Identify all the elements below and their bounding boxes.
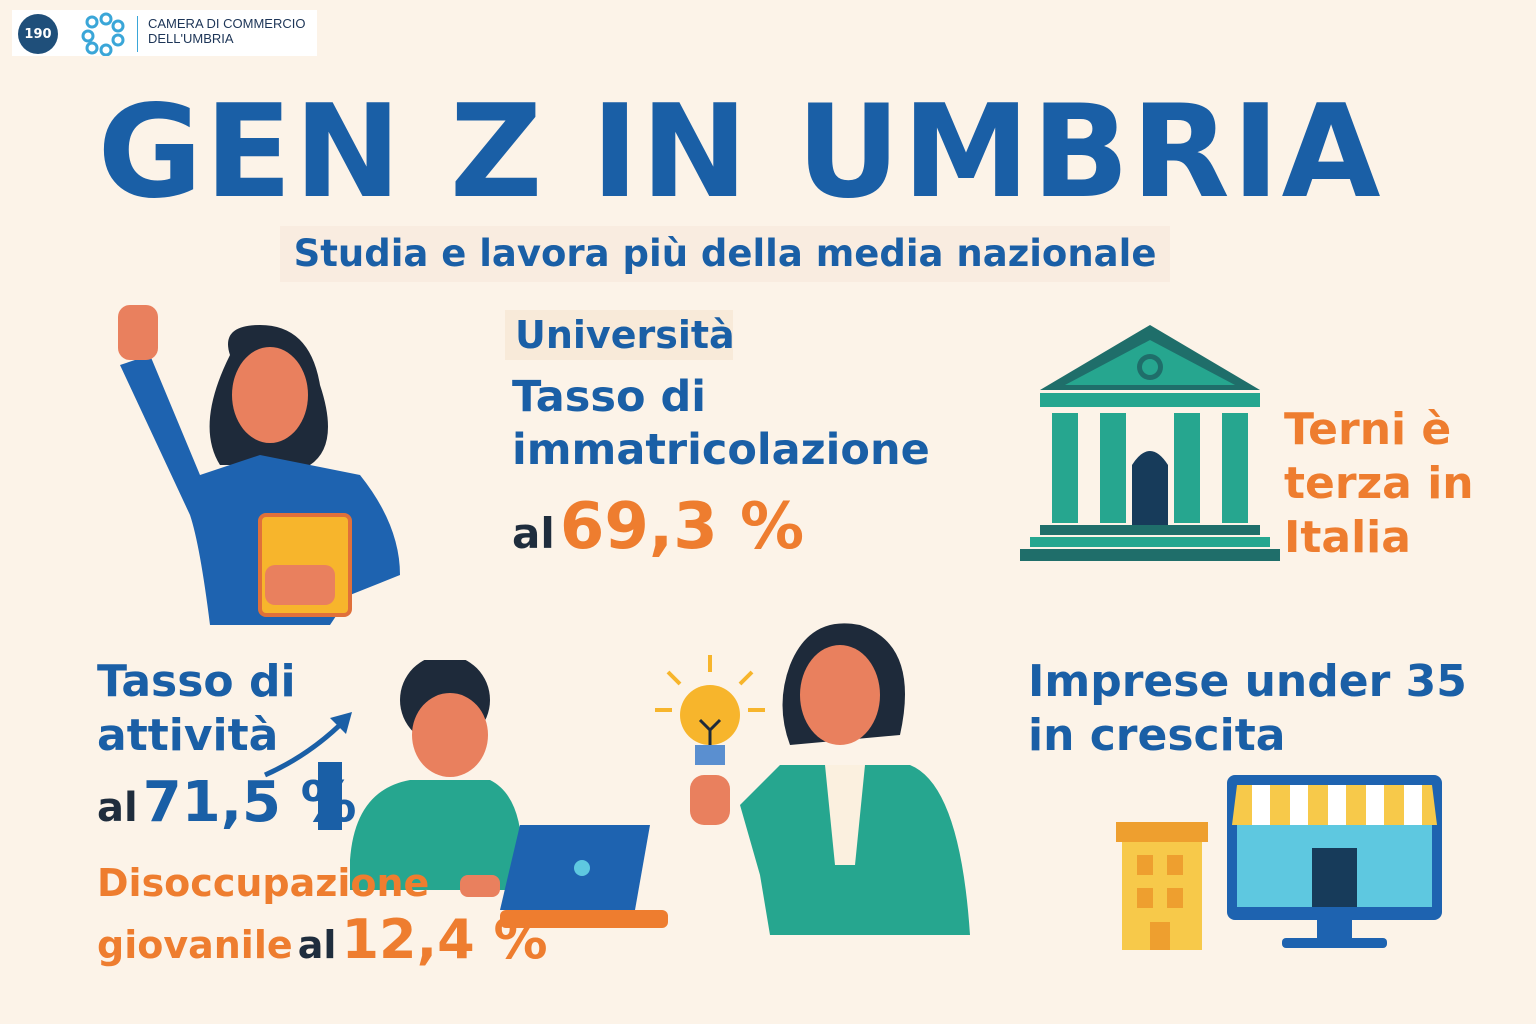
shop-monitor-icon xyxy=(1116,775,1442,950)
enrollment-prefix: al xyxy=(512,509,555,558)
enrollment-line1: Tasso di xyxy=(512,372,707,422)
org-name: CAMERA DI COMMERCIO DELL'UMBRIA xyxy=(148,16,305,46)
business-line1: Imprese under 35 xyxy=(1028,656,1467,707)
unemployment-value-row: giovanile al 12,4 % xyxy=(97,908,548,971)
student-laptop-illustration xyxy=(350,660,668,928)
lightbulb-icon xyxy=(655,655,765,765)
subtitle: Studia e lavora più della media nazional… xyxy=(280,226,1170,282)
terni-line3: Italia xyxy=(1284,512,1411,563)
activity-line1: Tasso di xyxy=(97,656,296,707)
terni-line2: terza in xyxy=(1284,458,1474,509)
activity-text: Tasso di attività xyxy=(97,655,296,763)
logo-divider xyxy=(137,16,138,52)
anniversary-seal-logo: 190 xyxy=(18,14,58,54)
page-title: GEN Z IN UMBRIA xyxy=(97,78,1383,227)
unemployment-line2: giovanile xyxy=(97,923,293,967)
unemployment-value: 12,4 % xyxy=(341,908,548,971)
activity-prefix: al xyxy=(97,785,138,831)
bank-building-icon xyxy=(1020,325,1280,561)
org-name-line2: DELL'UMBRIA xyxy=(148,31,234,46)
org-name-line1: CAMERA DI COMMERCIO xyxy=(148,16,306,31)
terni-line1: Terni è xyxy=(1284,404,1452,455)
enrollment-line2: immatricolazione xyxy=(512,425,930,475)
university-label-bg xyxy=(505,310,733,360)
logo-bar xyxy=(12,10,317,56)
business-line2: in crescita xyxy=(1028,710,1286,761)
terni-text: Terni è terza in Italia xyxy=(1284,403,1474,565)
enrollment-value: 69,3 % xyxy=(559,490,805,564)
unemployment-prefix: al xyxy=(297,923,337,967)
raised-fist-student-illustration xyxy=(118,305,400,625)
business-text: Imprese under 35 in crescita xyxy=(1028,655,1467,763)
trend-arrow-icon xyxy=(263,712,352,830)
chamber-logo-icon xyxy=(81,12,125,56)
enrollment-value-row: al 69,3 % xyxy=(512,490,804,564)
activity-line2: attività xyxy=(97,710,279,761)
university-label: Università xyxy=(515,313,735,357)
businesswoman-illustration xyxy=(690,623,970,935)
unemployment-line1: Disoccupazione xyxy=(97,861,430,905)
